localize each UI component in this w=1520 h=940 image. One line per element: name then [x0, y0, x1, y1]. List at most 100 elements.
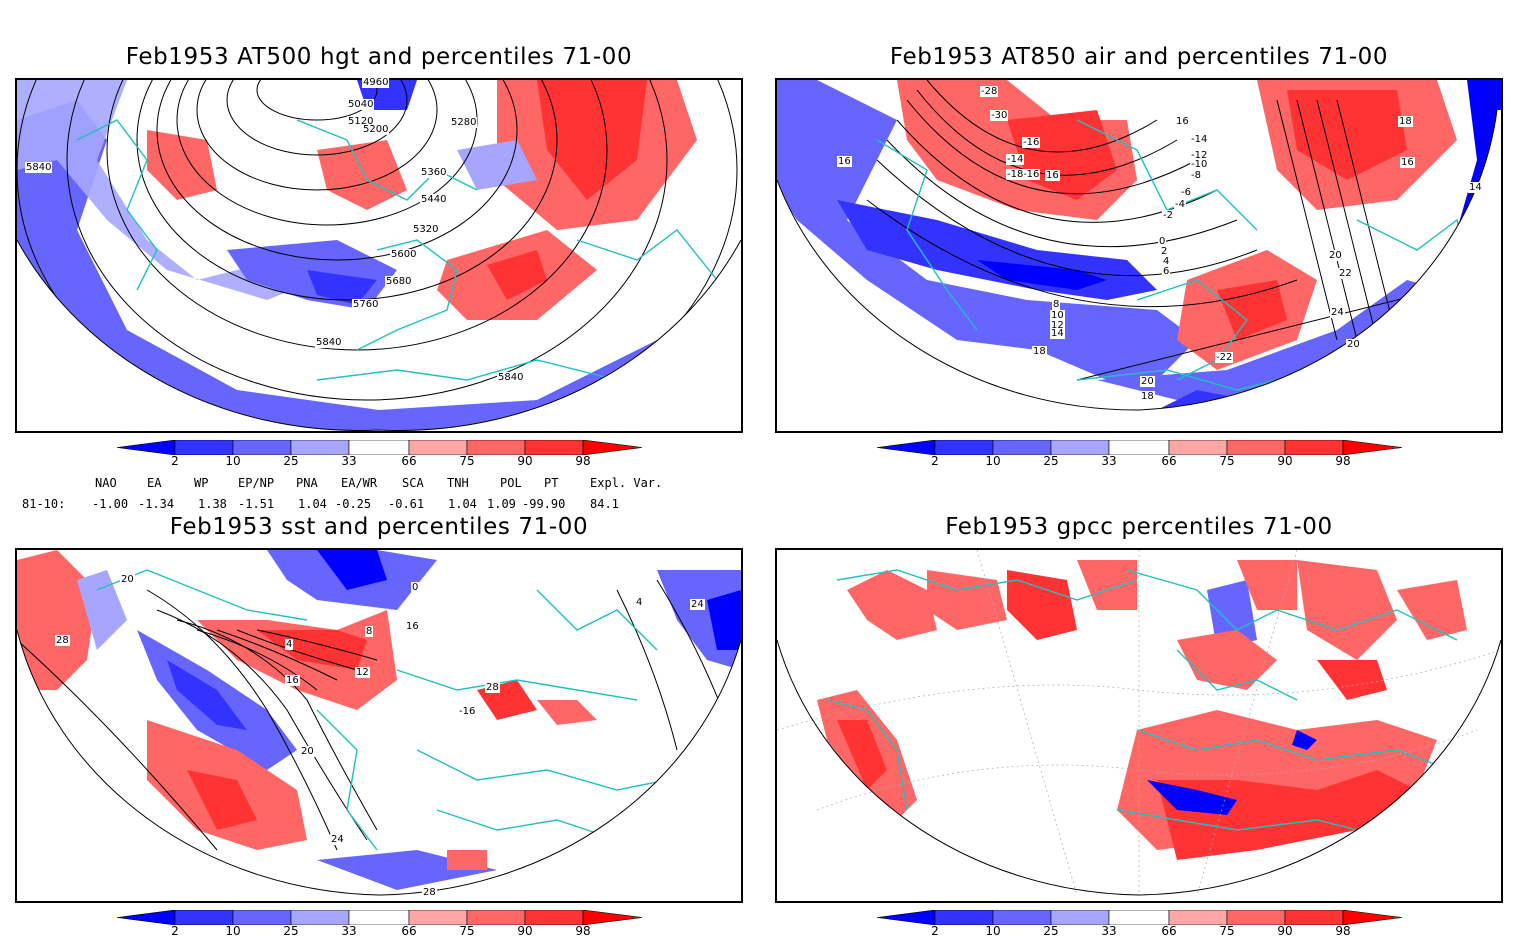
contour-label: 24: [330, 834, 345, 845]
colorbar-hgt500: 2 10 25 33 66 75 90 98: [116, 439, 643, 470]
contour-label: 5120: [347, 116, 375, 127]
colorbar-swatch-10_25: [992, 439, 1052, 456]
index-value-wp: 1.38: [198, 497, 227, 511]
index-header-nao: NAO: [95, 476, 117, 490]
index-value-pt: -99.90: [522, 497, 566, 511]
panel-title-hgt500: Feb1953 AT500 hgt and percentiles 71-00: [125, 44, 633, 70]
colorbar-swatch-25_33: [290, 439, 350, 456]
colorbar-tick-label: 10: [985, 924, 1001, 938]
colorbar-tick-label: 2: [931, 924, 939, 938]
colorbar-tick-label: 90: [1277, 454, 1293, 468]
index-header-sca: SCA: [402, 476, 424, 490]
colorbar-swatch-75_90: [466, 909, 526, 926]
contour-label: 16: [1175, 116, 1190, 127]
index-value-ea: -1.34: [138, 497, 175, 511]
contour-label: 20: [300, 746, 315, 757]
colorbar-tick-label: 98: [1335, 924, 1351, 938]
contour-label: 24: [1330, 307, 1345, 318]
contour-label: 20: [1140, 376, 1155, 387]
colorbar-swatch-10_25: [232, 439, 292, 456]
contour-label: 22: [1338, 268, 1353, 279]
colorbar-swatch-33_66: [348, 909, 410, 926]
contour-label: 14: [1050, 328, 1065, 339]
index-value-expl-var: 84.1: [590, 497, 619, 511]
contour-label: 16: [837, 156, 852, 167]
contour-label: 5680: [385, 276, 413, 287]
contour-label: 5320: [412, 224, 440, 235]
contour-label: -12: [1190, 150, 1209, 161]
colorbar-tick-label: 33: [1101, 924, 1117, 938]
colorbar-swatch-below_2: [116, 439, 176, 456]
colorbar-tick-label: 66: [401, 924, 417, 938]
contour-label: 5840: [315, 337, 343, 348]
colorbar-tick-label: 98: [1335, 454, 1351, 468]
panel-title-sst: Feb1953 sst and percentiles 71-00: [169, 514, 589, 540]
contour-label: 4: [635, 597, 644, 608]
contour-label: -16: [458, 706, 477, 717]
contour-label: 28: [485, 682, 500, 693]
colorbar-gpcc: 2 10 25 33 66 75 90 98: [876, 909, 1403, 940]
contour-label: -8: [1190, 170, 1202, 181]
colorbar-swatch-10_25: [232, 909, 292, 926]
colorbar-tick-label: 25: [283, 924, 299, 938]
contour-label: 5200: [362, 124, 390, 135]
colorbar-tick-label: 33: [341, 454, 357, 468]
contour-label: 12: [1050, 320, 1065, 331]
colorbar-swatch-66_75: [408, 439, 468, 456]
colorbar-swatch-90_98: [1284, 439, 1344, 456]
contour-label: 28: [55, 635, 70, 646]
colorbar-swatch-66_75: [1168, 909, 1228, 926]
contour-label: 4960: [362, 77, 390, 88]
contour-label: -14: [1006, 154, 1025, 165]
index-value-eawr: -0.25: [335, 497, 372, 511]
contour-label: 20: [1346, 339, 1361, 350]
contour-label: -14: [1190, 134, 1209, 145]
contour-label: 5280: [450, 117, 478, 128]
index-row-label: 81-10:: [22, 497, 66, 511]
contour-label: 0: [411, 582, 420, 593]
contour-label: -28: [980, 86, 999, 97]
colorbar-swatch-above_98: [1342, 439, 1403, 456]
contour-label: 5440: [420, 194, 448, 205]
contour-label: 2: [1160, 246, 1169, 257]
contour-label: -18: [1006, 169, 1025, 180]
index-header-epnp: EP/NP: [238, 476, 275, 490]
colorbar-tick-label: 10: [225, 454, 241, 468]
contour-label: 5040: [347, 99, 375, 110]
contour-label: 16: [1400, 157, 1415, 168]
colorbar-swatch-66_75: [1168, 439, 1228, 456]
contour-label: 10: [1050, 310, 1065, 321]
index-header-pt: PT: [544, 476, 559, 490]
contour-label: 18: [1398, 116, 1413, 127]
colorbar-swatch-above_98: [582, 439, 643, 456]
contour-label: 16: [1045, 170, 1060, 181]
contour-label: 8: [365, 626, 374, 637]
colorbar-tick-label: 66: [1161, 454, 1177, 468]
index-value-sca: -0.61: [388, 497, 425, 511]
contour-label: 12: [355, 667, 370, 678]
index-value-pna: 1.04: [298, 497, 327, 511]
colorbar-swatch-75_90: [1226, 909, 1286, 926]
colorbar-swatch-2_10: [934, 439, 994, 456]
index-header-wp: WP: [194, 476, 209, 490]
colorbar-swatch-below_2: [876, 439, 936, 456]
colorbar-tick-label: 25: [1043, 454, 1059, 468]
colorbar-tick-label: 90: [1277, 924, 1293, 938]
colorbar-tick-label: 75: [1219, 454, 1235, 468]
colorbar-tick-label: 10: [225, 924, 241, 938]
colorbar-tick-label: 25: [283, 454, 299, 468]
index-header-eawr: EA/WR: [341, 476, 378, 490]
colorbar-tick-label: 2: [171, 454, 179, 468]
colorbar-swatch-90_98: [524, 909, 584, 926]
colorbar-air850: 2 10 25 33 66 75 90 98: [876, 439, 1403, 470]
colorbar-tick-label: 98: [575, 924, 591, 938]
contour-label: 18: [1032, 346, 1047, 357]
contour-label: 0: [1158, 236, 1167, 247]
index-value-nao: -1.00: [92, 497, 129, 511]
contour-label: 4: [285, 639, 294, 650]
colorbar-swatch-2_10: [934, 909, 994, 926]
contour-label: 20: [1328, 250, 1343, 261]
colorbar-swatch-10_25: [992, 909, 1052, 926]
contour-label: 5760: [352, 299, 380, 310]
colorbar-swatch-25_33: [1050, 909, 1110, 926]
